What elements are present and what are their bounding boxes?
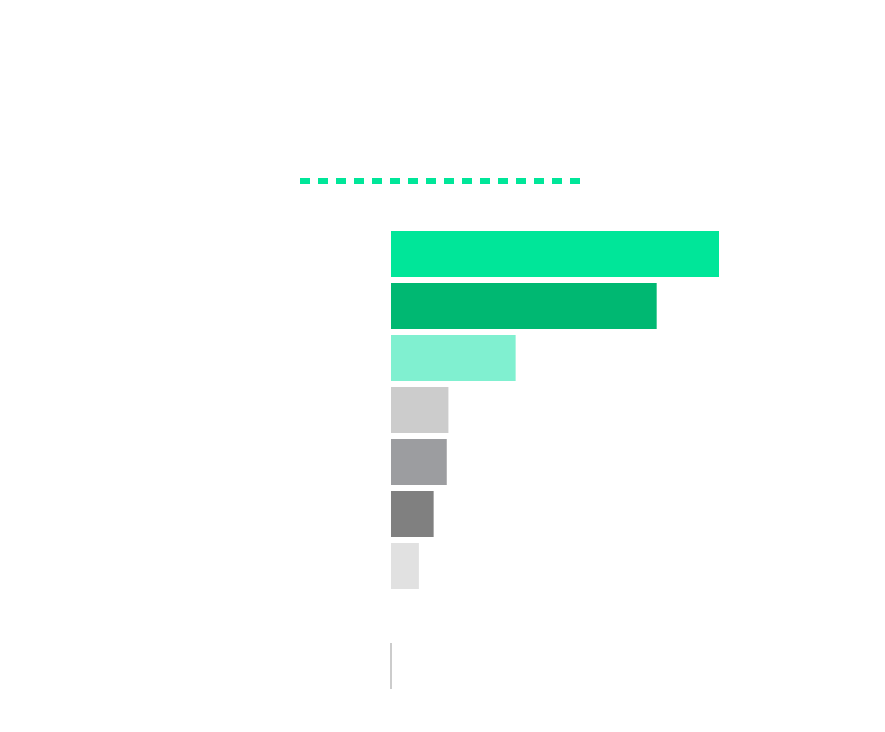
bar-6 bbox=[391, 491, 434, 537]
bar-7 bbox=[391, 543, 419, 589]
bars-group bbox=[391, 231, 719, 589]
bar-4 bbox=[391, 387, 449, 433]
bar-2 bbox=[391, 283, 657, 329]
bar-3 bbox=[391, 335, 516, 381]
bar-5 bbox=[391, 439, 447, 485]
bar-1 bbox=[391, 231, 719, 277]
